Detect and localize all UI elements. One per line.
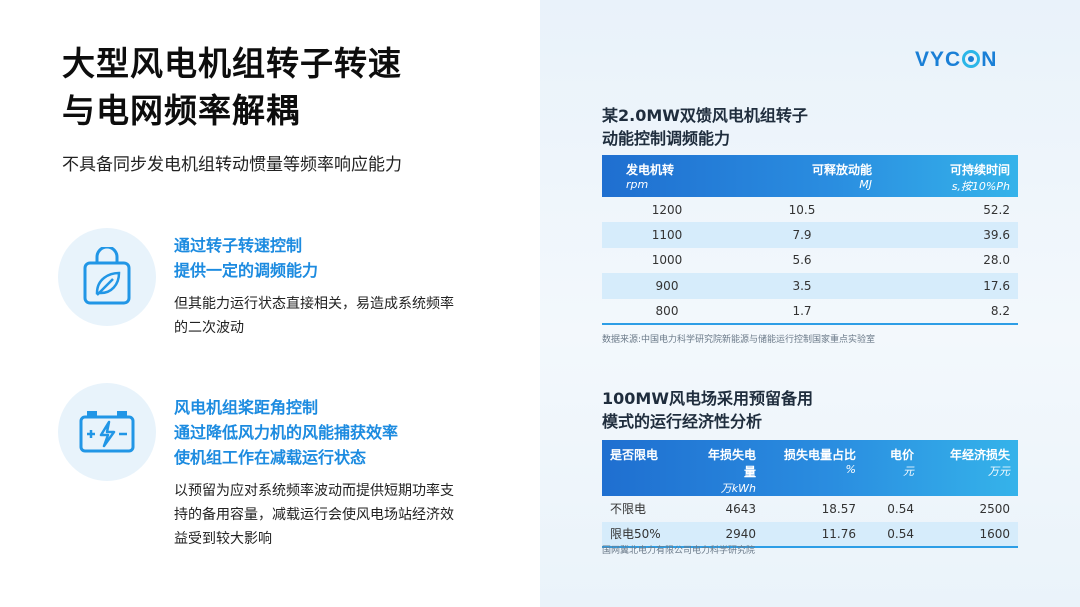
feature-1-desc-line: 的二次波动 <box>174 320 244 336</box>
feature-2-title-line: 风电机组桨距角控制 <box>174 398 319 417</box>
table-2-title-line: 模式的运行经济性分析 <box>602 412 763 431</box>
header-label: 发电机转 <box>626 163 675 177</box>
header-label: 是否限电 <box>610 448 659 462</box>
table-cell: 1100 <box>651 228 683 243</box>
table-cell: 5.6 <box>792 253 812 268</box>
table-row: 1000 5.6 28.0 <box>602 248 1018 273</box>
feature-2-desc-line: 益受到较大影响 <box>174 531 272 547</box>
table-cell: 52.2 <box>983 202 1010 217</box>
column-header: 可持续时间 s,按10%Ph <box>872 155 1018 197</box>
table-cell: 2940 <box>725 526 756 541</box>
table-cell: 限电50% <box>610 527 661 542</box>
header-label: 可释放动能 <box>811 163 872 177</box>
page-subtitle: 不具备同步发电机组转动惯量等频率响应能力 <box>62 155 402 175</box>
title-line-2: 与电网频率解耦 <box>62 91 300 130</box>
table-cell: 800 <box>655 303 679 318</box>
table-cell: 900 <box>655 278 679 293</box>
logo-text: N <box>981 48 998 71</box>
column-header: 是否限电 <box>602 440 692 496</box>
table-cell: 28.0 <box>983 253 1010 268</box>
header-unit: 万元 <box>988 465 1010 478</box>
column-header: 年损失电量万kWh <box>692 440 762 496</box>
table-cell: 18.57 <box>821 501 856 516</box>
table-cell: 3.5 <box>792 278 812 293</box>
title-line-1: 大型风电机组转子转速 <box>62 44 402 83</box>
feature-1-title-line: 通过转子转速控制 <box>174 236 303 255</box>
logo-text: VYC <box>915 48 962 71</box>
table-cell: 2500 <box>979 501 1010 516</box>
column-header: 年经济损失万元 <box>920 440 1018 496</box>
table-cell: 11.76 <box>821 526 856 541</box>
header-label: 年经济损失 <box>949 448 1010 462</box>
table-header-row: 是否限电 年损失电量万kWh 损失电量占比% 电价元 年经济损失万元 <box>602 440 1018 496</box>
table-row: 1200 10.5 52.2 <box>602 197 1018 222</box>
table-cell: 10.5 <box>788 202 816 217</box>
header-label: 可持续时间 <box>949 163 1010 177</box>
table-cell: 39.6 <box>983 228 1010 243</box>
table-2-title: 100MW风电场采用预留备用 模式的运行经济性分析 <box>602 387 813 433</box>
feature-2-desc: 以预留为应对系统频率波动而提供短期功率支 持的备用容量，减载运行会使风电场站经济… <box>174 479 504 551</box>
table-cell: 4643 <box>725 501 756 516</box>
feature-2-title-line: 通过降低风力机的风能捕获效率 <box>174 423 399 442</box>
table-1-title-line: 动能控制调频能力 <box>602 129 731 148</box>
table-cell: 0.54 <box>887 526 914 541</box>
feature-1-title: 通过转子转速控制 提供一定的调频能力 <box>174 233 318 283</box>
feature-2-title: 风电机组桨距角控制 通过降低风力机的风能捕获效率 使机组工作在减载运行状态 <box>174 395 398 470</box>
leaf-bag-icon <box>58 228 156 326</box>
feature-1-desc: 但其能力运行状态直接相关，易造成系统频率 的二次波动 <box>174 292 504 340</box>
feature-2-desc-line: 以预留为应对系统频率波动而提供短期功率支 <box>174 483 454 499</box>
header-unit: s,按10%Ph <box>951 180 1010 193</box>
table-cell: 1.7 <box>792 303 812 318</box>
header-unit: rpm <box>626 178 649 191</box>
table-cell: 17.6 <box>983 278 1010 293</box>
column-header: 发电机转 rpm <box>602 155 732 197</box>
logo-o-icon <box>962 50 981 68</box>
header-label: 电价 <box>889 448 914 462</box>
table-1-source: 数据来源:中国电力科学研究院新能源与储能运行控制国家重点实验室 <box>602 335 876 345</box>
table-cell: 0.54 <box>887 501 914 516</box>
feature-1-title-line: 提供一定的调频能力 <box>174 261 319 280</box>
table-2-title-line: 100MW风电场采用预留备用 <box>602 389 813 408</box>
column-header: 电价元 <box>862 440 920 496</box>
table-cell: 不限电 <box>610 502 647 517</box>
header-label: 年损失电量 <box>707 448 756 479</box>
table-row: 900 3.5 17.6 <box>602 273 1018 299</box>
column-header: 可释放动能 MJ <box>732 155 872 197</box>
battery-charge-icon <box>58 383 156 481</box>
table-row: 800 1.7 8.2 <box>602 299 1018 324</box>
table-2-source: 国网冀北电力有限公司电力科学研究院 <box>602 546 756 556</box>
feature-2-desc-line: 持的备用容量，减载运行会使风电场站经济效 <box>174 507 454 523</box>
header-unit: 万kWh <box>720 482 756 495</box>
table-cell: 7.9 <box>792 228 812 243</box>
header-unit: % <box>845 463 856 476</box>
feature-2-title-line: 使机组工作在减载运行状态 <box>174 448 367 467</box>
header-unit: 元 <box>903 465 914 478</box>
economics-table: 是否限电 年损失电量万kWh 损失电量占比% 电价元 年经济损失万元 不限电 4… <box>602 440 1018 548</box>
column-header: 损失电量占比% <box>762 440 862 496</box>
vycon-logo: VYC N <box>915 48 997 72</box>
table-cell: 1000 <box>651 253 683 268</box>
table-1-title: 某2.0MW双馈风电机组转子 动能控制调频能力 <box>602 104 808 150</box>
table-row: 1100 7.9 39.6 <box>602 222 1018 248</box>
table-header-row: 发电机转 rpm 可释放动能 MJ 可持续时间 s,按10%Ph <box>602 155 1018 197</box>
table-1-title-line: 某2.0MW双馈风电机组转子 <box>602 106 808 125</box>
table-cell: 1200 <box>651 202 683 217</box>
right-panel <box>540 0 1080 607</box>
rotor-capability-table: 发电机转 rpm 可释放动能 MJ 可持续时间 s,按10%Ph 1200 10.5 52… <box>602 155 1018 325</box>
table-row: 不限电 4643 18.57 0.54 2500 <box>602 496 1018 522</box>
feature-1-desc-line: 但其能力运行状态直接相关，易造成系统频率 <box>174 296 454 312</box>
table-cell: 8.2 <box>990 303 1010 318</box>
table-cell: 1600 <box>979 526 1010 541</box>
header-label: 损失电量占比 <box>783 448 856 462</box>
header-unit: MJ <box>859 178 872 191</box>
page-title: 大型风电机组转子转速 与电网频率解耦 <box>62 40 402 134</box>
table-row: 限电50% 2940 11.76 0.54 1600 <box>602 521 1018 547</box>
